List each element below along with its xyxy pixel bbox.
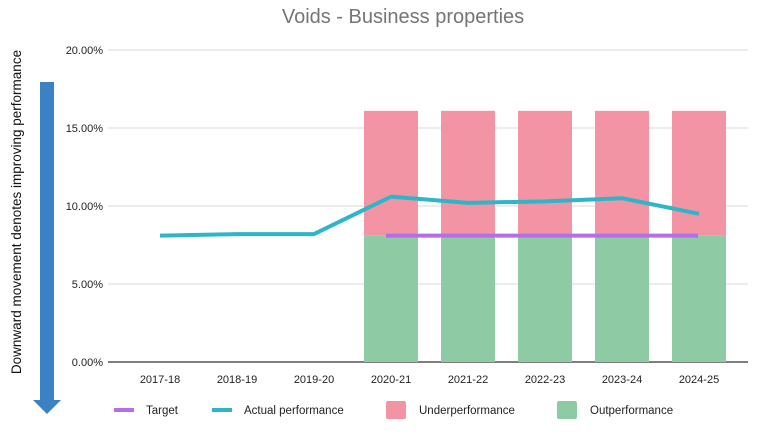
bars bbox=[364, 110, 726, 362]
x-tick-label: 2021-22 bbox=[448, 374, 488, 386]
legend-swatch bbox=[114, 408, 134, 412]
legend: Target Actual performance Underperformance… bbox=[114, 401, 673, 419]
x-tick-label: 2017-18 bbox=[140, 374, 180, 386]
outperformance-bar bbox=[595, 235, 649, 362]
x-tick-label: 2024-25 bbox=[679, 374, 719, 386]
legend-item: Target bbox=[114, 405, 179, 417]
underperformance-bar bbox=[672, 110, 726, 236]
x-tick-label: 2018-19 bbox=[217, 374, 257, 386]
legend-label: Target bbox=[146, 405, 179, 417]
x-axis-ticks: 2017-18 2018-19 2019-20 2020-21 2021-22 2022-… bbox=[140, 374, 719, 386]
legend-label: Underperformance bbox=[419, 405, 515, 417]
legend-swatch bbox=[386, 401, 406, 419]
legend-item: Actual performance bbox=[212, 405, 344, 417]
down-arrow-icon bbox=[33, 82, 61, 414]
y-tick-label: 0.00% bbox=[72, 357, 103, 369]
x-tick-label: 2023-24 bbox=[602, 374, 642, 386]
underperformance-bar bbox=[595, 110, 649, 236]
legend-swatch bbox=[212, 408, 232, 412]
y-tick-label: 15.00% bbox=[66, 123, 104, 135]
outperformance-bar bbox=[441, 235, 495, 362]
arrow-head bbox=[33, 400, 61, 414]
arrow-shaft bbox=[40, 82, 54, 400]
outperformance-bar bbox=[518, 235, 572, 362]
legend-label: Actual performance bbox=[244, 405, 344, 417]
legend-swatch bbox=[557, 401, 577, 419]
side-note-label: Downward movement denotes improving perf… bbox=[9, 50, 24, 374]
series-lines bbox=[159, 194, 700, 238]
x-tick-label: 2020-21 bbox=[371, 374, 411, 386]
y-tick-label: 20.00% bbox=[66, 45, 104, 57]
legend-item: Outperformance bbox=[557, 401, 673, 419]
actual-performance-line bbox=[159, 194, 700, 238]
x-tick-label: 2019-20 bbox=[294, 374, 334, 386]
legend-item: Underperformance bbox=[386, 401, 515, 419]
y-tick-label: 5.00% bbox=[72, 279, 103, 291]
outperformance-bar bbox=[364, 235, 418, 362]
underperformance-bar bbox=[441, 110, 495, 236]
y-axis-ticks: 0.00% 5.00% 10.00% 15.00% 20.00% bbox=[66, 45, 104, 369]
underperformance-bar bbox=[364, 110, 418, 236]
outperformance-bar bbox=[672, 235, 726, 362]
legend-label: Outperformance bbox=[590, 405, 673, 417]
chart-title: Voids - Business properties bbox=[282, 6, 524, 28]
underperformance-bar bbox=[518, 110, 572, 236]
y-tick-label: 10.00% bbox=[66, 201, 104, 213]
x-tick-label: 2022-23 bbox=[525, 374, 565, 386]
